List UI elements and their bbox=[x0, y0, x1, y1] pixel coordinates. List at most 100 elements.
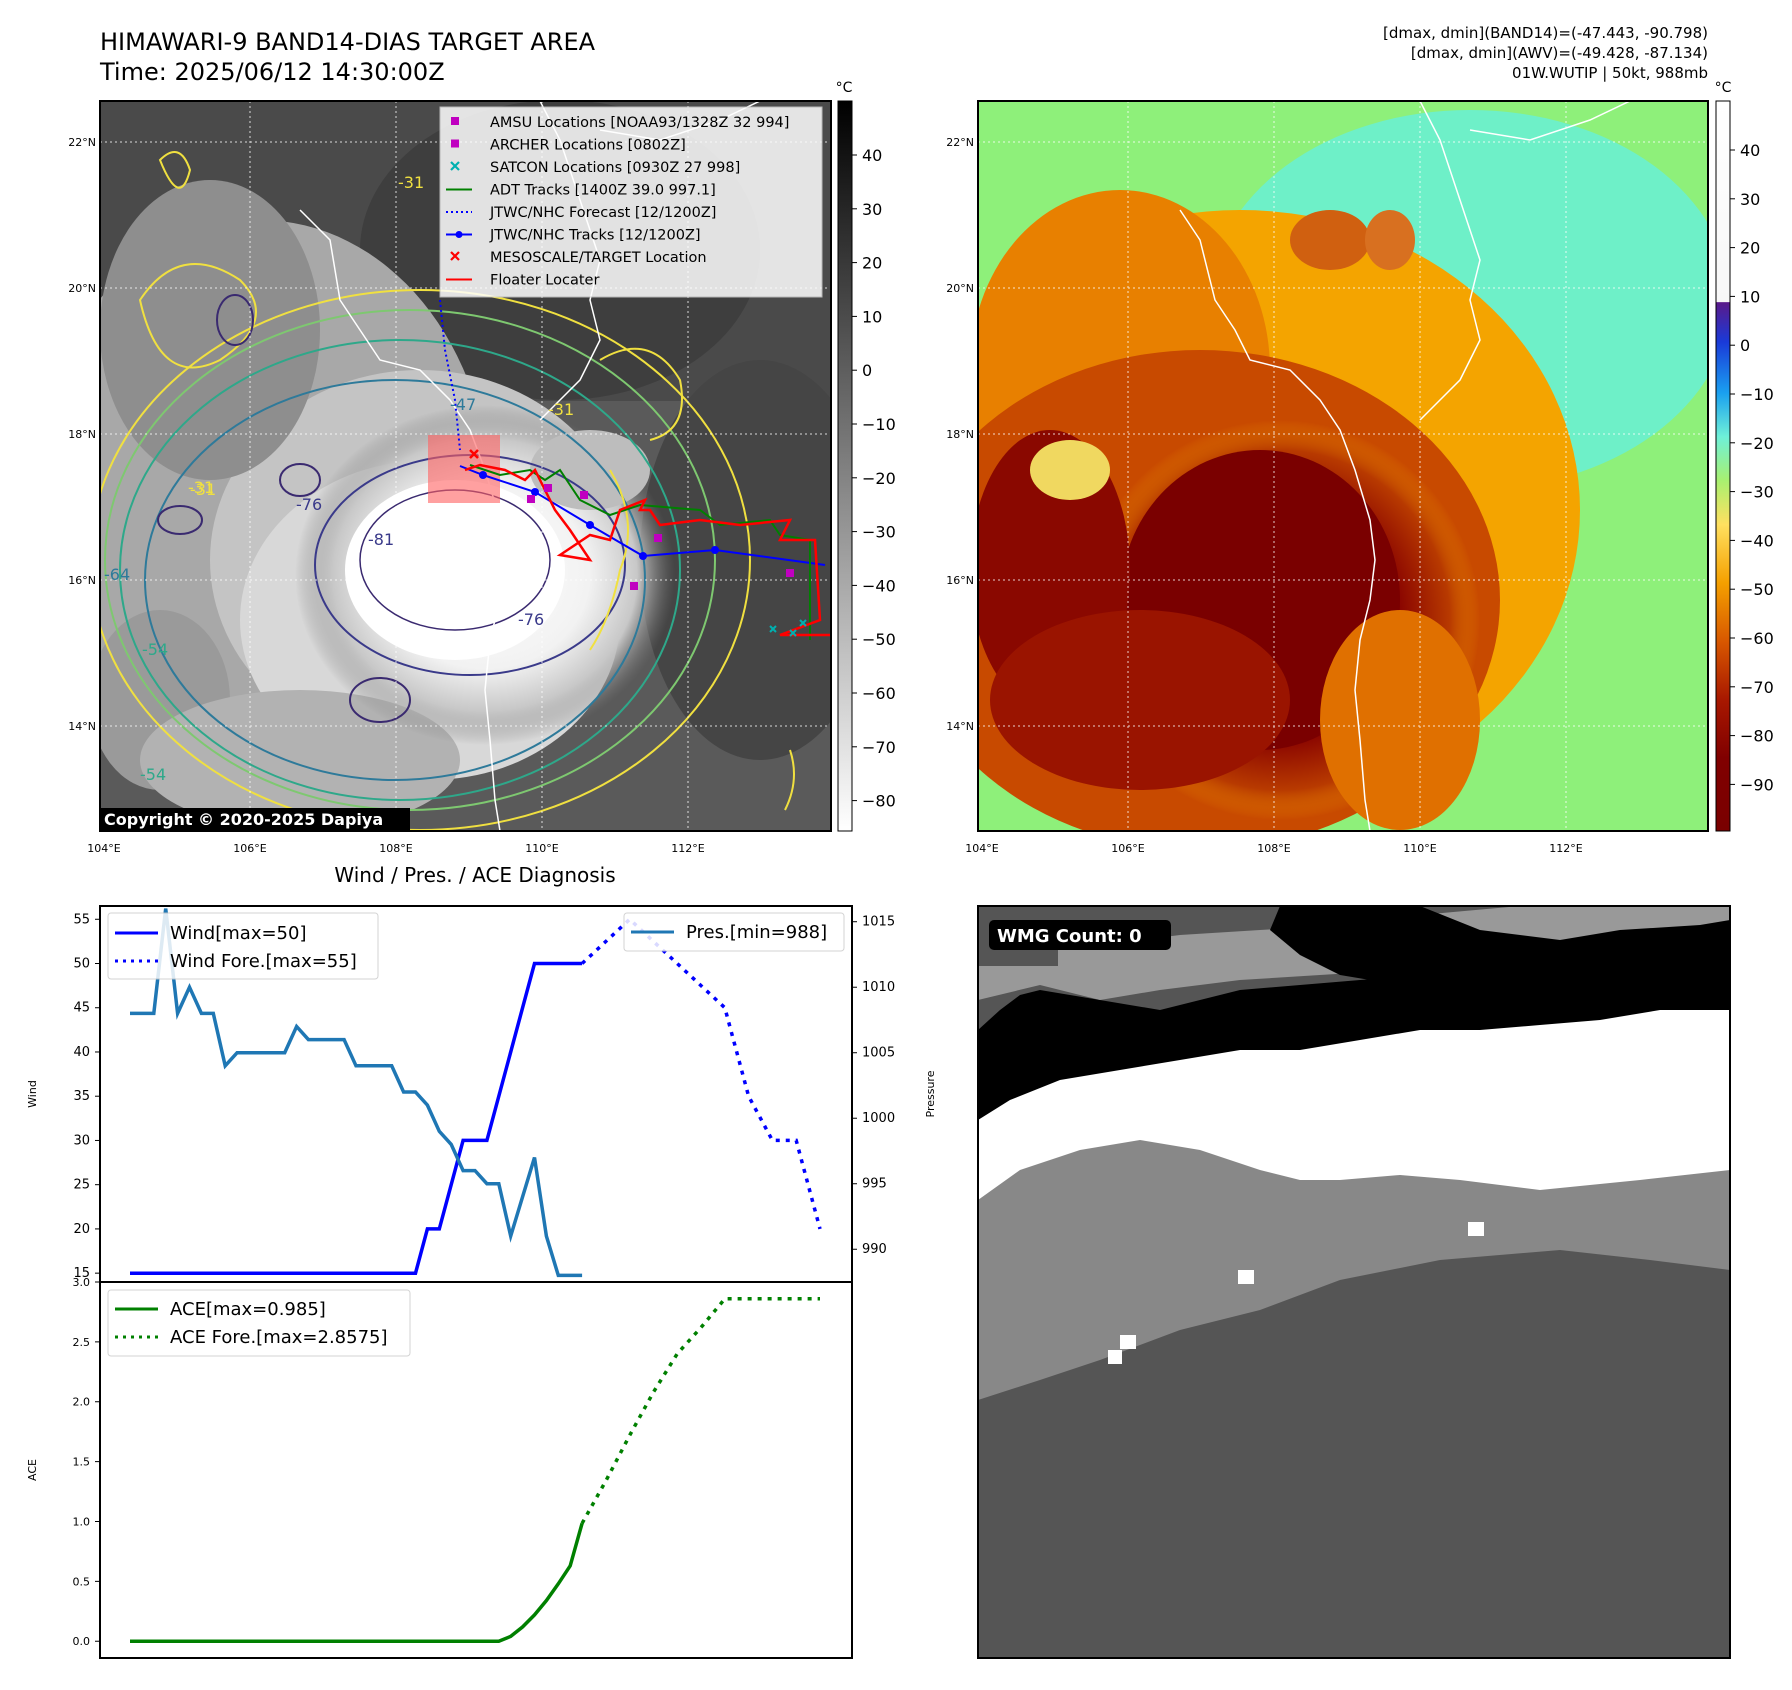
lon-label: 110°E bbox=[525, 842, 558, 855]
wind-ytick-label: 20 bbox=[73, 1222, 90, 1237]
lat-label: 22°N bbox=[946, 136, 974, 149]
figure-title: HIMAWARI-9 BAND14-DIAS TARGET AREA bbox=[100, 28, 596, 56]
colorbar-tick-label: 40 bbox=[862, 146, 882, 165]
colorbar-tick-label: −80 bbox=[1740, 727, 1774, 746]
lon-label: 112°E bbox=[1549, 842, 1582, 855]
colorbar-tick-label: −30 bbox=[1740, 483, 1774, 502]
pressure-legend: Pres.[min=988] bbox=[623, 912, 845, 952]
wind-ytick-label: 35 bbox=[73, 1089, 90, 1104]
legend-label: MESOSCALE/TARGET Location bbox=[490, 250, 707, 266]
awv-gridlines bbox=[978, 101, 1708, 831]
colorbar-tick-label: −30 bbox=[862, 523, 896, 542]
ace-series bbox=[130, 1297, 820, 1643]
legend-marker-x bbox=[450, 251, 460, 261]
colorbar-tick-label: 10 bbox=[862, 307, 882, 326]
wind-yticks: 15 20 25 30 35 40 45 50 55 bbox=[73, 912, 100, 1281]
contour-labels: -31 -31 -31 -47 -76 -81 -76 -54 -54 -64 … bbox=[104, 173, 574, 784]
wind-ytick-label: 55 bbox=[73, 912, 90, 927]
lon-label: 104°E bbox=[965, 842, 998, 855]
series-line bbox=[580, 916, 822, 1230]
contour-label: -81 bbox=[368, 530, 394, 549]
wmg-count: WMG Count: 0 bbox=[997, 926, 1142, 947]
mesoscale-marker bbox=[469, 449, 479, 459]
legend-marker-square bbox=[451, 117, 459, 125]
wind-ytick-label: 40 bbox=[73, 1045, 90, 1060]
legend-label: SATCON Locations [0930Z 27 998] bbox=[490, 160, 740, 176]
contour-label: -54 bbox=[142, 640, 168, 659]
colorbar-tick-label: 20 bbox=[1740, 239, 1760, 258]
copyright-box bbox=[100, 808, 410, 831]
ace-ytick-label: 2.0 bbox=[73, 1396, 91, 1409]
lon-label: 112°E bbox=[671, 842, 704, 855]
ir-colorbar-ticks: 40 30 20 10 0 −10 −20 −30 −40 −50 −60 −70 −80 bbox=[852, 146, 896, 811]
wind-ytick-label: 25 bbox=[73, 1178, 90, 1193]
legend-label: Floater Locater bbox=[490, 273, 599, 289]
lat-label: 18°N bbox=[946, 428, 974, 441]
legend-label: ARCHER Locations [0802Z] bbox=[490, 138, 686, 154]
legend-label: ADT Tracks [1400Z 39.0 997.1] bbox=[490, 183, 716, 199]
contour-label: -31 bbox=[398, 173, 424, 192]
colorbar-tick-label: 40 bbox=[1740, 141, 1760, 160]
awv-colorbar bbox=[1715, 100, 1731, 832]
colorbar-tick-label: −80 bbox=[862, 792, 896, 811]
copyright: Copyright © 2020-2025 Dapiya bbox=[104, 810, 383, 829]
ace-ylabel: ACE bbox=[26, 1459, 39, 1481]
lat-label: 20°N bbox=[946, 282, 974, 295]
wind-ytick-label: 30 bbox=[73, 1133, 90, 1148]
band14-range: [dmax, dmin](BAND14)=(-47.443, -90.798) bbox=[1383, 24, 1708, 42]
ir-panel: AMSU Locations [NOAA93/1328Z 32 994] ARCH… bbox=[68, 80, 896, 855]
satcon-markers bbox=[769, 619, 807, 637]
ace-yticks: 0.0 0.5 1.0 1.5 2.0 2.5 3.0 bbox=[73, 1276, 100, 1648]
series-line bbox=[130, 908, 583, 1278]
jtwc-forecast-track bbox=[439, 299, 461, 451]
ir-frame bbox=[99, 100, 832, 832]
legend-label: JTWC/NHC Forecast [12/1200Z] bbox=[489, 205, 716, 221]
awv-colorbar-unit: °C bbox=[1715, 80, 1732, 96]
legend-ace-forecast: ACE Fore.[max=2.8575] bbox=[170, 1327, 388, 1348]
wmg-frame bbox=[977, 905, 1731, 1659]
ace-ytick-label: 1.0 bbox=[73, 1515, 91, 1528]
awv-imagery bbox=[978, 101, 1708, 831]
colorbar-tick-label: −70 bbox=[1740, 678, 1774, 697]
awv-panel: °C 403020100−10−20−30−40−50−60−70−80−90 … bbox=[946, 80, 1774, 855]
lon-label: 110°E bbox=[1403, 842, 1436, 855]
lon-label: 106°E bbox=[233, 842, 266, 855]
wind-ytick-label: 50 bbox=[73, 957, 90, 972]
target-box bbox=[428, 435, 500, 503]
legend-marker-dot bbox=[455, 231, 463, 238]
lat-label: 20°N bbox=[68, 282, 96, 295]
contour-label: -47 bbox=[450, 395, 476, 414]
ace-legend: ACE[max=0.985] ACE Fore.[max=2.8575] bbox=[107, 1289, 411, 1357]
pressure-ytick-label: 1005 bbox=[862, 1046, 895, 1061]
wmg-count-box bbox=[989, 920, 1171, 950]
wind-legend: Wind[max=50] Wind Fore.[max=55] bbox=[107, 912, 379, 980]
colorbar-tick-label: 0 bbox=[862, 361, 872, 380]
colorbar-tick-label: −40 bbox=[1740, 531, 1774, 550]
wind-pres-series bbox=[130, 908, 822, 1278]
wmg-panel: WMG Count: 0 bbox=[977, 905, 1731, 1659]
colorbar-tick-label: 20 bbox=[862, 254, 882, 273]
ir-colorbar bbox=[837, 100, 853, 832]
lat-label: 16°N bbox=[68, 574, 96, 587]
lat-label: 22°N bbox=[68, 136, 96, 149]
lon-label: 104°E bbox=[87, 842, 120, 855]
colorbar-tick-label: −60 bbox=[862, 684, 896, 703]
pressure-ylabel: Pressure bbox=[924, 1070, 937, 1117]
lat-label: 18°N bbox=[68, 428, 96, 441]
colorbar-tick-label: 10 bbox=[1740, 287, 1760, 306]
series-line bbox=[580, 1297, 820, 1525]
colorbar-tick-label: −20 bbox=[1740, 434, 1774, 453]
series-line bbox=[130, 961, 583, 1275]
contour-label: -31 bbox=[188, 478, 214, 497]
storm-id: 01W.WUTIP | 50kt, 988mb bbox=[1512, 64, 1708, 82]
ace-ytick-label: 1.5 bbox=[73, 1456, 91, 1469]
contour-label: -31 bbox=[190, 480, 216, 499]
floater-locater bbox=[464, 463, 830, 637]
contour-label: -31 bbox=[548, 400, 574, 419]
legend-label: AMSU Locations [NOAA93/1328Z 32 994] bbox=[490, 115, 789, 131]
colorbar-tick-label: 30 bbox=[1740, 190, 1760, 209]
ace-ytick-label: 0.0 bbox=[73, 1635, 91, 1648]
lon-label: 108°E bbox=[379, 842, 412, 855]
jtwc-track-points bbox=[479, 471, 719, 560]
lat-label: 14°N bbox=[68, 720, 96, 733]
